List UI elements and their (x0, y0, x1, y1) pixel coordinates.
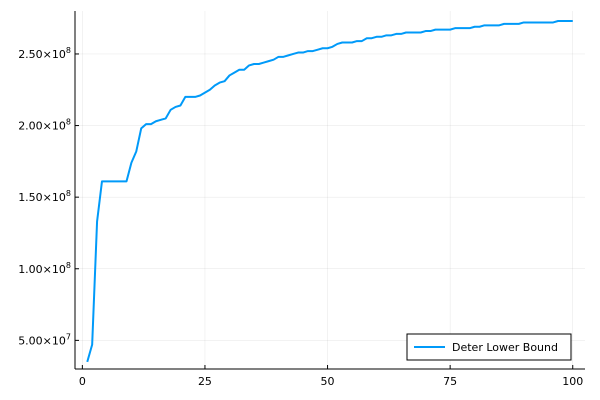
y-tick-exponent: 8 (66, 261, 71, 270)
y-tick-exponent: 8 (66, 118, 71, 127)
series-layer (86, 20, 573, 363)
y-tick-mantissa: 1.50×10 (18, 191, 66, 204)
y-tick-label: 1.00×108 (18, 261, 71, 276)
x-tick-label: 50 (321, 375, 335, 388)
y-tick-exponent: 8 (66, 189, 71, 198)
y-tick-label: 2.00×108 (18, 118, 71, 133)
grid-lines (75, 11, 585, 369)
y-tick-mantissa: 5.00×10 (18, 334, 66, 347)
y-tick-mantissa: 1.00×10 (18, 263, 66, 276)
y-tick-label: 2.50×108 (18, 46, 71, 61)
x-tick-label: 0 (79, 375, 86, 388)
y-tick-label: 1.50×108 (18, 189, 71, 204)
ticks: 0 25 50 75 1005.00×1071.00×1081.50×1082.00×1… (18, 46, 583, 388)
legend-label: Deter Lower Bound (452, 341, 558, 354)
series-line (86, 20, 573, 363)
x-tick-label: 75 (443, 375, 457, 388)
y-tick-mantissa: 2.00×10 (18, 120, 66, 133)
y-tick-exponent: 7 (66, 332, 71, 341)
x-tick-label: 25 (198, 375, 212, 388)
legend: Deter Lower Bound (406, 333, 572, 361)
y-tick-mantissa: 2.50×10 (18, 48, 66, 61)
axes (74, 11, 585, 370)
y-tick-exponent: 8 (66, 46, 71, 55)
x-tick-label: 100 (562, 375, 583, 388)
y-tick-label: 5.00×107 (18, 332, 71, 347)
